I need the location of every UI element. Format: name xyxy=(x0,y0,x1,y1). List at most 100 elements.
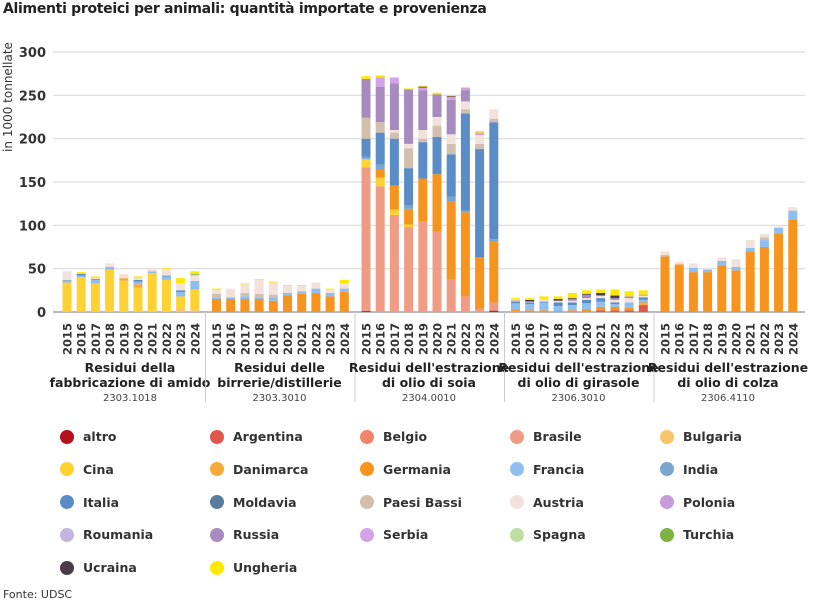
bar-segment-ucraina xyxy=(582,293,591,295)
x-tick-label: 2016 xyxy=(224,323,238,355)
legend-label: Austria xyxy=(533,494,584,510)
bar-segment-cina xyxy=(90,283,100,312)
bar-segment-ungheria xyxy=(638,290,648,295)
bar-segment-ungheria xyxy=(525,298,535,300)
x-tick-label: 2020 xyxy=(431,323,445,355)
bar-segment-germania xyxy=(254,299,264,312)
legend-item-spagna: Spagna xyxy=(510,527,586,542)
x-tick-label: 2019 xyxy=(117,323,131,355)
bar-segment-austria xyxy=(745,240,755,248)
legend-swatch xyxy=(660,429,674,444)
bar-segment-francia xyxy=(539,302,549,311)
y-tick-label: 50 xyxy=(28,263,46,278)
bar-segment-cina xyxy=(161,279,171,312)
bar-segment-austria xyxy=(553,300,563,303)
bar-segment-italia xyxy=(76,273,86,276)
bar-segment-germania xyxy=(774,233,784,312)
x-tick-label: 2016 xyxy=(75,323,89,355)
bar-segment-austria xyxy=(774,226,784,228)
legend-swatch xyxy=(360,429,374,444)
bar-segment-francia xyxy=(161,276,171,280)
bar-segment-cina xyxy=(119,280,129,312)
bar-segment-germania xyxy=(624,307,634,311)
x-tick-label: 2021 xyxy=(445,323,459,355)
x-tick-label: 2022 xyxy=(459,323,473,355)
bar-segment-paesi-bassi xyxy=(254,293,264,298)
bar-segment-austria xyxy=(660,251,670,255)
bar-segment-ungheria xyxy=(389,77,399,78)
bar-segment-francia xyxy=(788,210,798,220)
legend-label: Ungheria xyxy=(233,560,298,576)
x-tick-label: 2020 xyxy=(132,323,146,355)
bar-segment-ungheria xyxy=(361,76,371,79)
legend-swatch xyxy=(360,462,374,477)
bar-segment-germania xyxy=(389,185,399,210)
legend-item-bulgaria: Bulgaria xyxy=(660,429,742,444)
bar-segment-francia xyxy=(212,297,221,299)
bar-segment-russia xyxy=(582,294,591,299)
bar-segment-austria xyxy=(759,234,769,238)
bar-segment-germania xyxy=(297,293,307,312)
x-tick-label: 2020 xyxy=(580,323,594,355)
bar-segment-ungheria xyxy=(539,296,549,300)
bar-segment-brasile xyxy=(475,308,485,312)
legend-item-serbia: Serbia xyxy=(360,527,428,542)
legend-swatch xyxy=(660,527,674,542)
legend-swatch xyxy=(510,462,524,477)
bar-segment-germania xyxy=(418,178,428,221)
legend-swatch xyxy=(660,462,674,477)
bar-segment-ucraina xyxy=(567,298,577,299)
legend-label: altro xyxy=(83,429,117,444)
bar-segment-italia xyxy=(90,279,100,280)
bar-segment-russia xyxy=(638,294,648,296)
bar-segment-italia xyxy=(460,113,470,211)
bar-segment-francia xyxy=(325,292,335,297)
bar-segment-cina xyxy=(62,282,72,312)
bar-segment-germania xyxy=(404,208,414,225)
bar-segment-austria xyxy=(133,278,143,280)
bar-segment-argentina xyxy=(624,310,634,312)
legend-item-altro: altro xyxy=(60,429,116,444)
bar-segment-austria xyxy=(311,282,321,289)
bar-segment-paesi-bassi xyxy=(268,294,278,298)
bar-segment-austria xyxy=(389,130,399,133)
group-code: 2303.1018 xyxy=(103,393,157,404)
legend-label: Argentina xyxy=(233,429,303,444)
bar-segment-cina xyxy=(105,269,115,312)
x-tick-label: 2024 xyxy=(338,323,352,355)
x-tick-label: 2017 xyxy=(537,323,551,355)
bar-segment-italia xyxy=(361,138,371,157)
bar-segment-germania xyxy=(638,302,648,304)
bar-segment-francia xyxy=(596,301,606,307)
bar-segment-brasile xyxy=(361,167,371,312)
bar-segment-cina xyxy=(190,289,200,310)
legend-label: Turchia xyxy=(683,527,735,543)
bar-segment-austria xyxy=(432,117,442,126)
bar-segment-francia xyxy=(297,291,307,294)
bar-segment-brasile xyxy=(489,302,499,311)
bar-segment-paesi-bassi xyxy=(240,292,250,297)
x-tick-label: 2023 xyxy=(623,323,637,355)
bar-segment-francia xyxy=(774,227,784,234)
group-label: di olio di soia xyxy=(382,375,476,390)
x-tick-label: 2022 xyxy=(160,323,174,355)
bar-segment-ungheria xyxy=(624,291,634,297)
bar-segment-austria xyxy=(703,267,713,270)
bar-segment-germania xyxy=(240,299,250,312)
bar-segment-francia xyxy=(553,305,563,312)
legend-item-paesi-bassi: Paesi Bassi xyxy=(360,495,462,510)
bar-segment-austria xyxy=(567,300,577,303)
y-tick-label: 150 xyxy=(19,176,46,191)
bar-segment-paesi-bassi xyxy=(404,148,414,169)
bar-segment-austria xyxy=(624,298,634,303)
bar-segment-india xyxy=(361,156,371,159)
y-tick-label: 0 xyxy=(37,306,46,321)
bar-segment-paesi-bassi xyxy=(375,122,385,133)
bar-segment-francia xyxy=(133,281,143,285)
bar-segment-altro xyxy=(361,311,371,312)
bar-segment-ungheria xyxy=(418,85,428,87)
bar-segment-germania xyxy=(660,256,670,312)
legend-label: Paesi Bassi xyxy=(383,494,462,510)
bar-segment-ucraina xyxy=(610,295,620,299)
bar-segment-paesi-bassi xyxy=(489,118,499,123)
